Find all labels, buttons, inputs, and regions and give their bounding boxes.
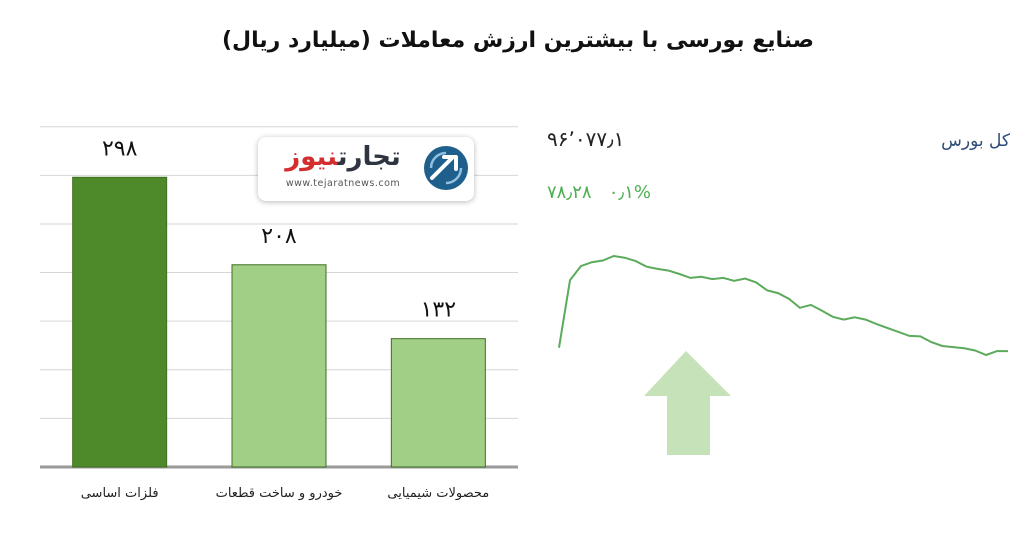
tejaratnews-logo: تجارتنیوز www.tejaratnews.com <box>258 137 474 201</box>
index-change-percent: ۰٫۱% <box>608 182 652 203</box>
index-value: ۹۶٬۰۷۷٫۱ <box>547 127 625 151</box>
bar-value-labels: ۲۹۸ ۲۰۸ ۱۳۲ <box>102 136 456 322</box>
index-trend-line <box>558 254 1008 357</box>
logo-wordmark: تجارتنیوز <box>266 142 420 172</box>
index-change-value: ۷۸٫۲۸ <box>547 182 592 203</box>
index-change-row: ۷۸٫۲۸ ۰٫۱% <box>547 182 651 203</box>
bar-2 <box>231 264 327 468</box>
logo-word-part1: تجارت <box>337 142 401 172</box>
bar-value-label: ۱۳۲ <box>421 298 456 323</box>
up-arrow-icon <box>644 351 731 455</box>
logo-url: www.tejaratnews.com <box>285 178 401 189</box>
bar-1 <box>72 176 168 468</box>
logo-word-part2: نیوز <box>285 142 338 172</box>
bar-value-label: ۲۰۸ <box>261 224 297 249</box>
index-name: کل بورس <box>941 131 1010 151</box>
bar-series <box>72 176 486 468</box>
category-label: فلزات اساسی <box>81 486 159 501</box>
category-label: محصولات شیمیایی <box>387 486 489 501</box>
bar-value-label: ۲۹۸ <box>102 136 138 161</box>
bar-3 <box>390 338 486 468</box>
tejaratnews-emblem-icon <box>424 146 468 190</box>
bar-category-labels: فلزات اساسی خودرو و ساخت قطعات محصولات شیم… <box>81 486 490 501</box>
category-label: خودرو و ساخت قطعات <box>216 486 343 501</box>
chart-title: صنایع بورسی با بیشترین ارزش معاملات (میل… <box>221 28 814 53</box>
